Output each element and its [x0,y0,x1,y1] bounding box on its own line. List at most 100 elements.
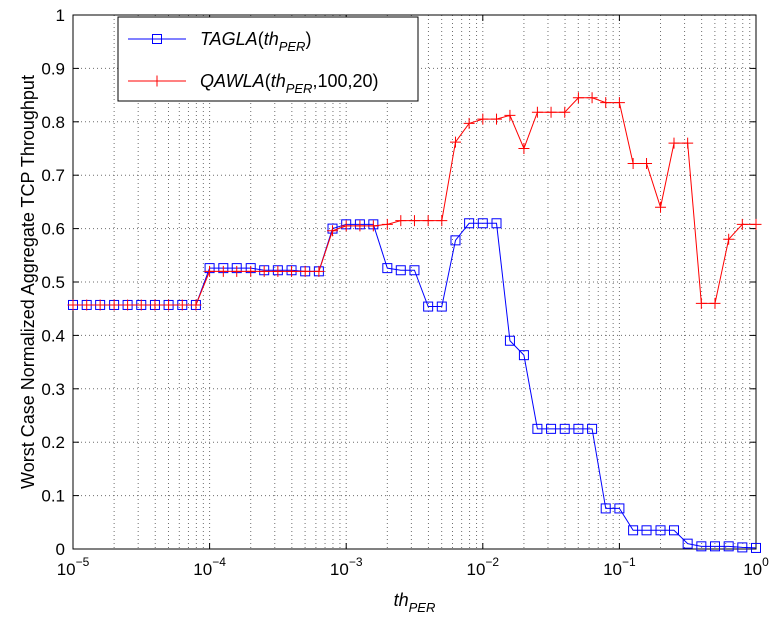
data-point [299,265,311,277]
data-point [655,525,666,536]
data-point [217,265,229,277]
data-point [709,541,720,552]
data-point [204,265,216,277]
x-axis-label: thPER [394,590,436,615]
data-point [245,265,257,277]
y-tick-label: 0.3 [41,380,65,399]
x-tick-label: 10−5 [57,555,90,579]
data-point [518,350,529,361]
data-point [668,525,679,536]
data-point [504,109,516,121]
legend-box [117,16,419,102]
series-line [73,222,757,549]
legend: TAGLA(thPER) QAWLA(thPER,100,20) [117,16,419,102]
data-point [641,525,652,536]
y-tick-label: 0.7 [41,166,65,185]
data-point [668,137,680,149]
y-tick-label: 0.2 [41,433,65,452]
data-point [477,218,488,229]
y-tick-label: 0.8 [41,113,65,132]
data-point [423,301,434,312]
data-point [67,299,79,311]
data-point [258,265,270,277]
legend-item: TAGLA(thPER) [128,29,311,54]
data-point [682,538,693,549]
series-layer [67,92,762,553]
legend-marker [152,34,162,44]
data-point [613,97,625,109]
data-point [286,265,298,277]
data-point [436,301,447,312]
x-tick-label: 10−1 [603,555,636,579]
data-point [463,117,475,129]
data-point [709,297,721,309]
data-point [491,218,502,229]
data-point [600,503,611,514]
data-point [395,265,406,276]
data-point [190,299,202,311]
y-tick-label: 0.6 [41,220,65,239]
data-point [628,525,639,536]
data-point [518,143,530,154]
data-point [340,220,352,232]
data-point [545,106,557,118]
data-point [559,106,571,118]
data-point [641,157,653,169]
data-point [532,423,543,434]
data-point [367,220,379,232]
data-point [381,218,393,230]
legend-item: QAWLA(thPER,100,20) [128,71,379,96]
y-tick-label: 0.4 [41,326,65,345]
data-point [682,137,694,149]
data-point [751,542,761,553]
x-tick-label: 10−4 [193,555,226,579]
x-tick-label: 10−3 [330,555,363,579]
data-point [395,215,407,227]
data-point [272,265,284,277]
data-point [546,423,557,434]
y-tick-label: 1 [56,6,65,25]
data-point [382,263,393,274]
data-point [531,106,543,118]
data-point [586,92,598,104]
data-point [81,299,93,311]
data-point [122,299,134,311]
y-tick-label: 0.1 [41,487,65,506]
data-point [313,265,325,277]
data-point [723,233,735,245]
series-line [73,97,756,306]
data-point [723,541,734,552]
data-point [163,299,175,311]
grid [73,15,756,549]
series-2 [67,92,762,311]
data-point [587,423,598,434]
y-axis-label: Worst Case Normalized Aggregate TCP Thro… [18,75,38,489]
legend-label: TAGLA(thPER) [200,29,311,54]
data-point [573,423,584,434]
data-point [464,218,475,229]
data-point [176,299,188,311]
data-point [736,218,748,230]
data-point [572,92,584,104]
data-point [695,297,707,309]
y-tick-label: 0 [56,540,65,559]
data-point [408,215,420,227]
data-point [449,136,461,148]
data-point [327,225,339,237]
data-point [149,299,161,311]
data-point [231,265,243,277]
y-tick-label: 0.9 [41,59,65,78]
data-point [696,541,707,552]
data-point [737,542,748,553]
x-tick-label: 10−2 [466,555,499,579]
data-point [354,220,366,232]
data-point [94,299,106,311]
data-point [559,423,570,434]
data-point [135,299,147,311]
data-point [477,113,489,125]
legend-marker [151,75,163,87]
data-point [409,265,420,276]
data-point [750,218,762,230]
legend-label: QAWLA(thPER,100,20) [200,71,379,96]
